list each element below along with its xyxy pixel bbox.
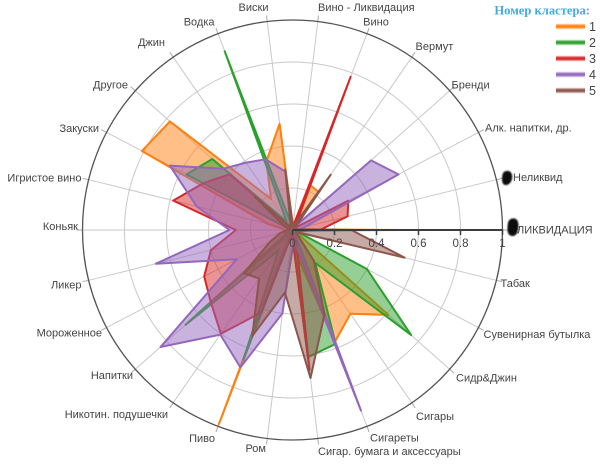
svg-text:Джин: Джин — [138, 37, 165, 49]
svg-text:Сигареты: Сигареты — [370, 433, 419, 445]
svg-text:Сигар. бумага и аксессуары: Сигар. бумага и аксессуары — [318, 446, 461, 458]
svg-text:Номер кластера:: Номер кластера: — [494, 4, 590, 18]
svg-text:Сигары: Сигары — [416, 411, 454, 423]
svg-text:5: 5 — [589, 84, 596, 98]
svg-text:Пиво: Пиво — [189, 433, 215, 445]
svg-text:Бренди: Бренди — [452, 80, 490, 92]
svg-text:Неликвид: Неликвид — [513, 172, 563, 184]
svg-text:Никотин. подушечки: Никотин. подушечки — [65, 409, 168, 421]
svg-text:0.6: 0.6 — [411, 238, 427, 250]
svg-text:2: 2 — [589, 36, 596, 50]
svg-text:Закуски: Закуски — [59, 123, 99, 135]
svg-text:Мороженное: Мороженное — [37, 328, 102, 340]
svg-text:0.4: 0.4 — [369, 238, 386, 250]
svg-text:4: 4 — [589, 68, 596, 82]
svg-text:Ром: Ром — [245, 443, 266, 455]
svg-text:Ликер: Ликер — [51, 280, 82, 292]
svg-text:Вино: Вино — [363, 17, 389, 29]
svg-text:1: 1 — [499, 238, 505, 250]
svg-text:Вермут: Вермут — [416, 41, 454, 53]
svg-text:ЛИКВИДАЦИЯ: ЛИКВИДАЦИЯ — [517, 225, 593, 237]
svg-text:Напитки: Напитки — [91, 370, 133, 382]
svg-text:Другое: Другое — [93, 80, 128, 92]
svg-text:0: 0 — [289, 238, 295, 250]
svg-text:0.8: 0.8 — [453, 238, 469, 250]
svg-text:Алк. напитки, др.: Алк. напитки, др. — [485, 123, 572, 135]
svg-text:1: 1 — [589, 20, 596, 34]
svg-text:Коньяк: Коньяк — [43, 221, 78, 233]
svg-text:Вино - Ликвидация: Вино - Ликвидация — [318, 2, 415, 14]
svg-text:0.2: 0.2 — [327, 238, 343, 250]
svg-text:Водка: Водка — [184, 17, 216, 29]
svg-text:Сидр&Джин: Сидр&Джин — [456, 373, 517, 385]
svg-text:Игристое вино: Игристое вино — [7, 173, 81, 185]
svg-text:Виски: Виски — [239, 2, 269, 14]
svg-text:3: 3 — [589, 52, 596, 66]
svg-text:Сувенирная бутылка: Сувенирная бутылка — [484, 329, 592, 341]
svg-text:Табак: Табак — [501, 278, 531, 290]
